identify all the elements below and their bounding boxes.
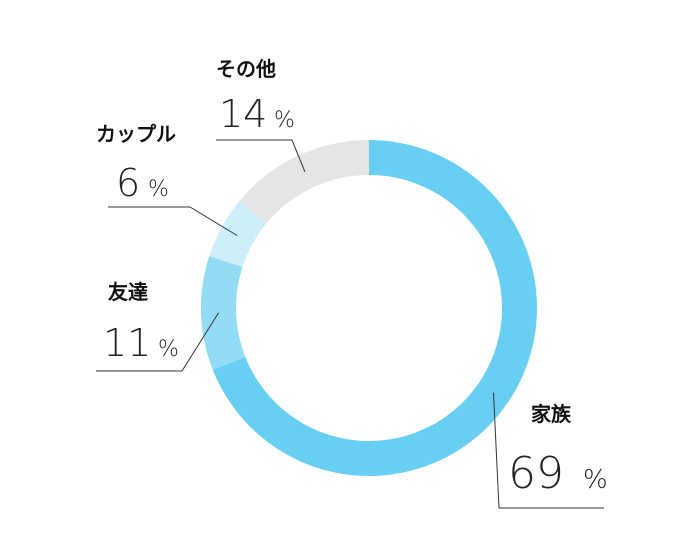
slice-1-leader-line [492, 392, 604, 509]
slice-4-leader-line [216, 139, 306, 173]
leader-lines-group [96, 139, 604, 509]
slice-3-leader-line [108, 206, 238, 236]
slice-3-unit-label: % [148, 177, 169, 202]
slice-4-unit-label: % [274, 108, 295, 133]
slice-1-name-label: 家族 [531, 402, 572, 426]
slice-2-name-label: 友達 [108, 280, 148, 304]
slice-2-leader-line [96, 312, 219, 372]
slice-3-arc [209, 200, 267, 267]
slice-2-arc [200, 256, 246, 370]
slices-group [200, 140, 538, 476]
slice-4-arc [239, 140, 369, 224]
labels-group: 家族 69 % 友達 11 % カップル 6 % その他 14% [96, 57, 608, 499]
slice-2-unit-label: % [158, 337, 179, 362]
slice-1-value-label: 69 [508, 448, 564, 499]
slice-4-value-label: 14 [219, 92, 267, 136]
slice-4-name-label: その他 [216, 57, 276, 81]
slice-2-value-label: 11 [103, 321, 151, 365]
slice-1-unit-label: % [583, 465, 608, 495]
slice-3-name-label: カップル [96, 122, 176, 146]
slice-3-value-label: 6 [116, 161, 140, 205]
